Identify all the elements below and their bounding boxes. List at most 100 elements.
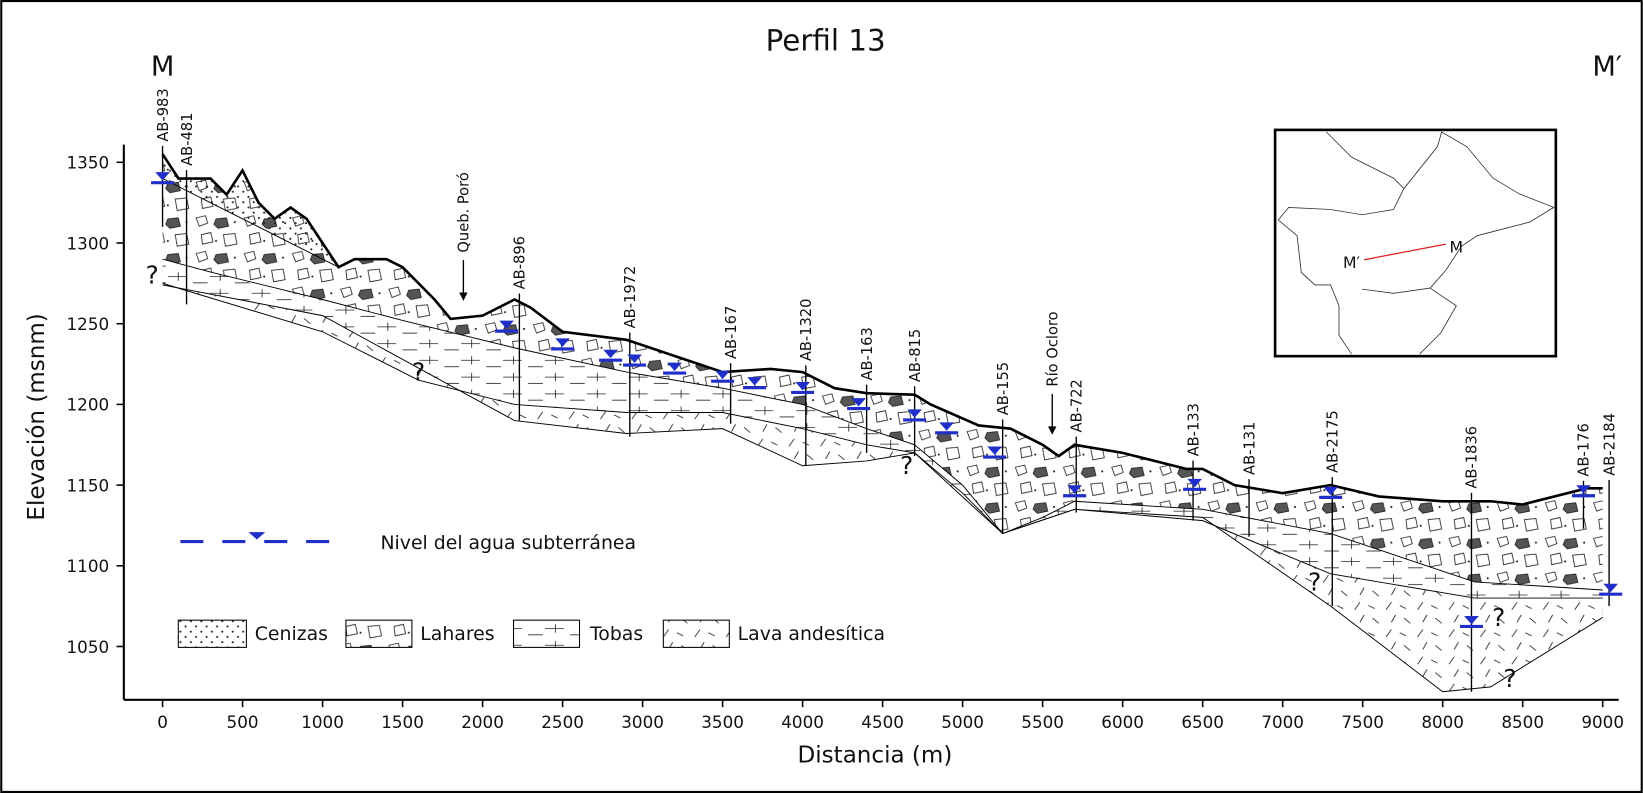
x-tick-label: 5000: [941, 712, 984, 732]
x-tick-label: 7000: [1261, 712, 1304, 732]
boundary: [1277, 219, 1352, 355]
inset-map: M′ M: [1273, 128, 1558, 358]
legend-label: Tobas: [589, 624, 643, 645]
water-marker: [1464, 616, 1479, 625]
water-marker: [1067, 485, 1082, 494]
well-label: AB-1320: [798, 299, 815, 362]
well-label: AB-2175: [1325, 410, 1342, 473]
legend-label: Lahares: [420, 624, 494, 645]
well-label: AB-155: [995, 362, 1012, 415]
legend-label: Nivel del agua subterránea: [380, 533, 636, 554]
ground-surface: [161, 153, 1603, 506]
legend-swatch: [512, 619, 581, 648]
x-tick-label: 1000: [301, 712, 344, 732]
legend-swatch: [662, 619, 730, 648]
stream-label: Río Ocloro: [1044, 311, 1061, 386]
x-tick-label: 1500: [381, 712, 424, 732]
x-axis-label: Distancia (m): [798, 743, 953, 769]
y-tick-label: 1050: [67, 637, 110, 657]
well-label: AB-722: [1068, 379, 1085, 432]
well-label: AB-2184: [1601, 413, 1618, 476]
well-label: AB-815: [907, 329, 924, 382]
water-marker: [987, 446, 1002, 455]
well-label: AB-131: [1241, 422, 1258, 475]
water-marker: [603, 349, 618, 359]
plot: AB-983 AB-481 AB-896 AB-1972 AB-167 AB-1320 AB…: [145, 88, 1623, 693]
water-marker: [851, 398, 866, 407]
x-tick-label: 8500: [1501, 712, 1544, 732]
x-tick-label: 3500: [701, 712, 744, 732]
well-label: AB-176: [1576, 423, 1593, 476]
water-marker: [155, 172, 170, 181]
legend-water-marker: [248, 532, 266, 540]
x-tick-label: 4000: [781, 712, 824, 732]
inset-label: M′: [1343, 253, 1361, 272]
legend: Nivel del agua subterránea Cenizas Lahar…: [177, 532, 885, 648]
water-marker: [1323, 486, 1338, 496]
x-tick-label: 2500: [541, 712, 584, 732]
well-label: AB-167: [723, 306, 740, 359]
water-marker: [907, 409, 922, 418]
water-marker: [1187, 478, 1202, 488]
boundary: [1277, 131, 1405, 221]
x-tick-label: 9000: [1581, 712, 1624, 732]
water-marker: [939, 422, 954, 431]
arrow-head: [459, 292, 468, 301]
boundary-line: [162, 258, 1603, 591]
boundary-line: [162, 178, 339, 268]
question-mark: ?: [412, 358, 425, 387]
water-marker: [747, 377, 762, 386]
y-axis-label: Elevación (msnm): [24, 313, 50, 520]
well-label: AB-983: [155, 88, 172, 141]
y-tick-label: 1150: [67, 475, 110, 495]
water-marker: [1576, 485, 1591, 494]
well-label: AB-1836: [1464, 426, 1481, 489]
boundary-line: [162, 282, 1603, 599]
inset-frame: [1273, 128, 1558, 358]
legend-swatch: [177, 619, 247, 648]
x-tick-label: 6500: [1181, 712, 1224, 732]
layer-fill: [162, 283, 1603, 692]
water-marker: [715, 370, 730, 380]
legend-label: Lava andesítica: [738, 624, 885, 645]
question-mark: ?: [1308, 567, 1321, 596]
question-mark: ?: [145, 261, 158, 290]
water-marker: [1603, 583, 1619, 593]
section-line: [1364, 243, 1446, 261]
layer-fill: [162, 259, 1603, 692]
y-tick-label: 1200: [67, 395, 110, 415]
y-tick-label: 1250: [67, 314, 110, 334]
question-mark: ?: [900, 451, 913, 480]
water-marker: [555, 338, 570, 347]
y-tick-label: 1350: [67, 153, 110, 173]
x-tick-label: 2000: [461, 712, 504, 732]
well-label: AB-1972: [622, 266, 639, 329]
legend-swatch: [345, 619, 413, 648]
water-marker: [627, 354, 642, 363]
layer-fill: [162, 154, 339, 268]
x-tick-label: 0: [157, 712, 168, 732]
inset-label: M: [1450, 237, 1464, 256]
water-marker: [795, 381, 810, 391]
x-tick-label: 5500: [1021, 712, 1064, 732]
well-label: AB-163: [859, 327, 876, 380]
water-marker: [667, 362, 682, 371]
layer-fill: [162, 154, 1603, 692]
well-label: AB-481: [179, 113, 196, 166]
x-tick-label: 7500: [1341, 712, 1384, 732]
x-tick-label: 6000: [1101, 712, 1144, 732]
y-tick-label: 1100: [67, 556, 110, 576]
x-tick-label: 8000: [1421, 712, 1464, 732]
boundary: [1361, 287, 1431, 294]
x-tick-label: 500: [227, 712, 259, 732]
corner-label: M′: [1592, 51, 1622, 82]
boundary: [1403, 131, 1555, 355]
y-tick-label: 1300: [67, 233, 110, 253]
x-tick-label: 4500: [861, 712, 904, 732]
arrow-head: [1048, 426, 1057, 435]
well-label: AB-896: [512, 236, 529, 289]
stream-label: Queb. Poró: [456, 172, 473, 252]
legend-label: Cenizas: [255, 624, 328, 645]
